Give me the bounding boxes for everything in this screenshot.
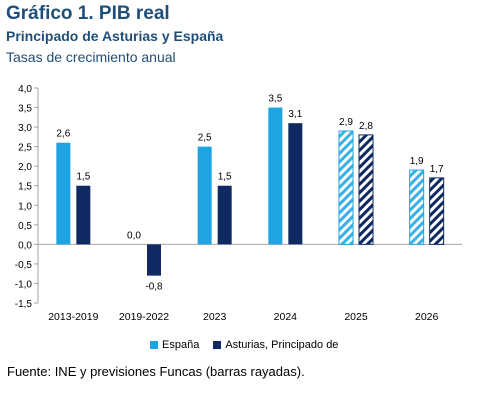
bar-spain	[197, 146, 212, 245]
y-tick-label: -0,5	[15, 260, 33, 271]
bar-asturias	[217, 185, 232, 245]
y-tick-label: 2,0	[18, 162, 32, 173]
y-tick-label: -1,0	[15, 279, 33, 290]
data-label-spain: 0,0	[127, 230, 141, 241]
legend-item-spain: España	[150, 339, 199, 351]
chart-units: Tasas de crecimiento anual	[6, 49, 176, 65]
y-tick-label: 4,0	[18, 84, 32, 95]
legend-label-asturias: Asturias, Principado de	[225, 339, 339, 351]
bar-asturias	[288, 123, 303, 245]
bar-asturias	[76, 185, 91, 245]
data-label-asturias: -0,8	[145, 282, 163, 293]
y-tick-label: 3,0	[18, 123, 32, 134]
x-tick-label: 2019-2022	[119, 311, 169, 323]
y-tick-label: 1,0	[18, 201, 32, 212]
bar-asturias	[358, 134, 374, 245]
x-tick-label: 2023	[203, 311, 227, 323]
data-label-asturias: 3,1	[288, 109, 302, 120]
data-label-spain: 2,6	[56, 129, 70, 140]
data-label-spain: 3,5	[268, 94, 282, 105]
y-tick-label: 0,5	[18, 221, 32, 232]
legend-item-asturias: Asturias, Principado de	[213, 339, 338, 351]
legend-swatch-asturias	[213, 341, 222, 349]
y-tick-label: 0,0	[18, 240, 32, 251]
bar-asturias	[147, 244, 161, 276]
data-label-spain: 2,5	[198, 133, 212, 144]
x-tick-label: 2024	[274, 311, 298, 323]
y-tick-label: 3,5	[18, 104, 32, 115]
y-tick-label: -1,5	[15, 299, 33, 310]
data-label-asturias: 1,5	[76, 172, 90, 183]
bar-spain	[268, 107, 283, 245]
data-label-asturias: 1,5	[218, 172, 232, 183]
source-note: Fuente: INE y previsiones Funcas (barras…	[7, 364, 305, 379]
y-tick-label: 2,5	[18, 143, 32, 154]
bar-spain	[409, 169, 425, 245]
data-label-spain: 1,9	[410, 156, 424, 167]
data-label-spain: 2,9	[339, 117, 353, 128]
data-label-asturias: 1,7	[430, 164, 444, 175]
bar-spain	[56, 142, 71, 245]
x-tick-label: 2026	[415, 311, 439, 323]
x-tick-label: 2013-2019	[48, 311, 98, 323]
y-tick-label: 1,5	[18, 182, 32, 193]
chart-legend: España Asturias, Principado de	[150, 339, 338, 351]
bar-asturias	[429, 177, 445, 245]
x-tick-label: 2025	[344, 311, 368, 323]
bar-spain	[338, 130, 354, 245]
data-label-asturias: 2,8	[359, 121, 373, 132]
bar-chart: -1,5 -1,0 -0,5 0,0 0,5 1,0 1,5 2,0 2,5 3,0 3,5 4,0 2…	[15, 84, 462, 323]
legend-swatch-spain	[150, 341, 158, 349]
chart-title: Gráfico 1. PIB real	[6, 3, 170, 24]
chart-subtitle: Principado de Asturias y España	[6, 28, 224, 44]
legend-label-spain: España	[162, 339, 200, 351]
